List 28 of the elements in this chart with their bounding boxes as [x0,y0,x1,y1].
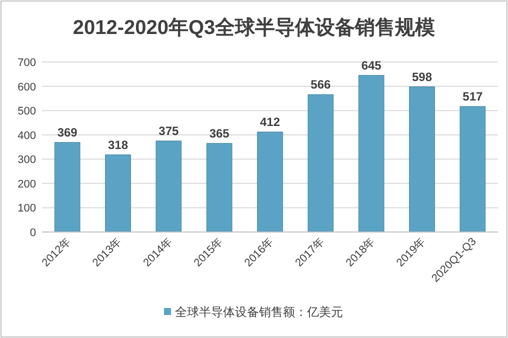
data-label: 517 [462,89,483,104]
bar [105,154,131,232]
legend-label: 全球半导体设备销售额：亿美元 [175,305,343,319]
y-tick-label: 600 [18,81,36,94]
bar [156,140,182,232]
data-label: 369 [57,125,78,140]
y-tick-label: 200 [18,178,36,190]
bar [409,86,435,232]
data-label: 645 [361,58,382,72]
data-label: 566 [310,78,331,92]
data-label: 598 [412,70,432,84]
bar [257,132,283,232]
y-tick-label: 100 [18,202,36,215]
data-label: 365 [209,126,230,140]
y-tick-label: 400 [18,130,36,142]
y-tick-label: 500 [18,106,36,118]
y-tick-label: 300 [18,154,36,166]
bar [358,75,384,232]
bar [308,94,334,232]
data-label: 318 [108,138,128,152]
bar [460,106,486,232]
chart-title: 2012-2020年Q3全球半导体设备销售规模 [72,17,436,39]
y-tick-label: 700 [18,57,36,69]
bar [206,143,232,232]
data-label: 412 [260,114,280,129]
data-label: 375 [158,124,179,138]
y-tick-label: 0 [30,227,36,239]
bar [54,142,80,232]
